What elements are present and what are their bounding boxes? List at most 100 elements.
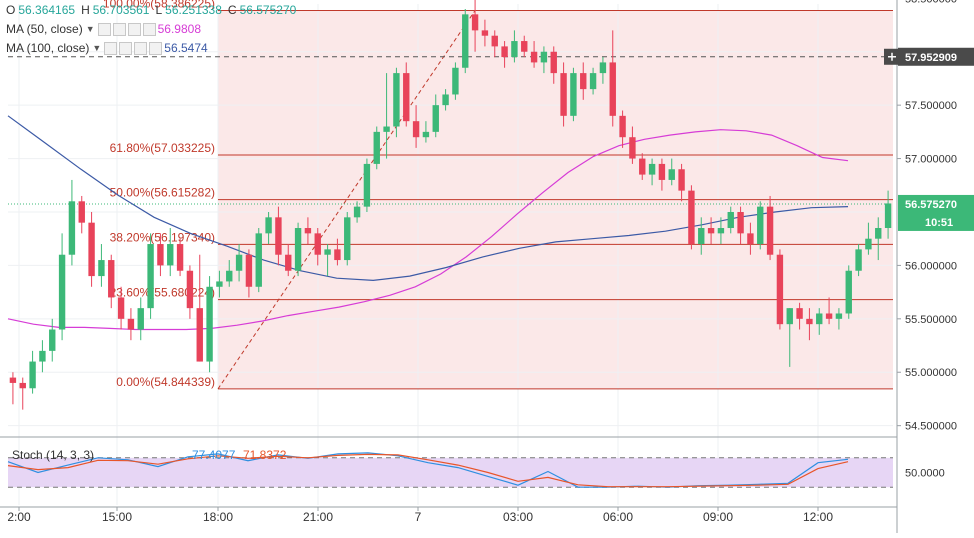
candle-body[interactable] [324,249,331,255]
candle-body[interactable] [530,51,538,63]
stoch-pane[interactable]: Stoch (14, 3, 3) 77.4077 71.8372 [0,436,974,488]
candle-body[interactable] [747,233,754,245]
candle-body[interactable] [757,206,764,245]
candle-body[interactable] [412,121,420,138]
candle-body[interactable] [511,41,518,58]
candle-body[interactable] [766,206,774,255]
candle-body[interactable] [265,217,272,234]
candle-body[interactable] [776,254,784,325]
candle-body[interactable] [727,211,734,229]
candle-body[interactable] [550,51,557,74]
candle-body[interactable] [875,228,882,239]
candle-body[interactable] [19,382,26,389]
candle-body[interactable] [255,233,262,287]
candle-body[interactable] [491,35,498,47]
candle-body[interactable] [216,281,223,287]
candle-body[interactable] [452,67,459,95]
candle-body[interactable] [816,313,823,325]
candle-body[interactable] [353,206,361,218]
candle-body[interactable] [717,228,725,234]
candle-body[interactable] [127,318,135,330]
candle-body[interactable] [688,190,695,245]
close-icon[interactable] [142,22,156,36]
candle-body[interactable] [521,41,528,52]
candle-body[interactable] [589,73,597,90]
candle-body[interactable] [373,131,380,164]
candle-body[interactable] [678,169,685,191]
ma100-legend[interactable]: MA (100, close) ▼ 56.5474 [6,41,211,55]
candle-body[interactable] [344,217,351,261]
candle-body[interactable] [294,228,302,271]
candle-body[interactable] [235,254,243,271]
candle-body[interactable] [422,131,430,138]
candle-body[interactable] [442,94,449,106]
gear-icon[interactable] [112,22,126,36]
candle-body[interactable] [58,254,66,330]
candle-body[interactable] [108,260,115,298]
candle-body[interactable] [117,297,125,319]
candle-body[interactable] [88,222,95,277]
candle-body[interactable] [176,244,184,271]
candle-body[interactable] [167,244,174,266]
candle-body[interactable] [403,73,410,122]
candle-body[interactable] [481,30,489,36]
candle-body[interactable] [707,228,715,234]
candle-body[interactable] [648,163,656,175]
candle-body[interactable] [393,73,400,127]
more-icon[interactable] [134,41,148,55]
plus-icon[interactable] [884,48,900,65]
candle-body[interactable] [363,163,371,207]
candle-body[interactable] [845,270,852,314]
candle-body[interactable] [383,126,390,132]
chevron-down-icon[interactable]: ▼ [85,24,95,34]
candle-body[interactable] [619,115,626,138]
candle-body[interactable] [275,217,282,255]
candle-body[interactable] [147,244,154,309]
candle-body[interactable] [580,73,587,90]
candle-body[interactable] [304,228,312,234]
candle-body[interactable] [245,254,253,287]
candle-body[interactable] [285,254,292,271]
ma50-legend[interactable]: MA (50, close) ▼ 56.9808 [6,22,204,36]
candle-body[interactable] [609,62,616,116]
candle-body[interactable] [432,105,439,132]
candle-body[interactable] [157,244,164,266]
candle-body[interactable] [629,137,636,159]
candle-body[interactable] [137,308,144,330]
candle-body[interactable] [98,260,105,277]
candle-body[interactable] [29,361,36,389]
candle-body[interactable] [668,169,675,180]
close-icon[interactable] [149,41,163,55]
candle-body[interactable] [796,308,803,319]
candle-body[interactable] [501,46,508,58]
candle-body[interactable] [186,270,194,309]
candle-body[interactable] [462,14,469,68]
candle-body[interactable] [884,203,892,229]
candle-body[interactable] [786,308,793,325]
candle-body[interactable] [658,163,666,180]
candle-body[interactable] [855,249,862,271]
candle-body[interactable] [599,62,607,74]
candle-body[interactable] [206,286,213,362]
candle-body[interactable] [334,249,341,261]
candle-body[interactable] [560,73,567,116]
candle-body[interactable] [196,308,203,362]
eye-icon[interactable] [104,41,118,55]
candle-body[interactable] [68,201,76,255]
axis-labels[interactable]: 58.500000 57.500000 57.000000 56.000000 55.5… [7,0,974,524]
candle-body[interactable] [226,270,233,282]
eye-icon[interactable] [97,22,111,36]
candle-body[interactable] [78,201,85,223]
candle-body[interactable] [698,228,705,245]
candle-body[interactable] [9,377,17,383]
candle-body[interactable] [639,158,646,175]
candle-body[interactable] [471,14,479,31]
gear-icon[interactable] [119,41,133,55]
candle-body[interactable] [49,329,56,351]
candle-body[interactable] [835,313,843,319]
candle-body[interactable] [825,313,833,319]
candle-body[interactable] [570,73,577,116]
candle-body[interactable] [314,233,321,255]
more-icon[interactable] [127,22,141,36]
